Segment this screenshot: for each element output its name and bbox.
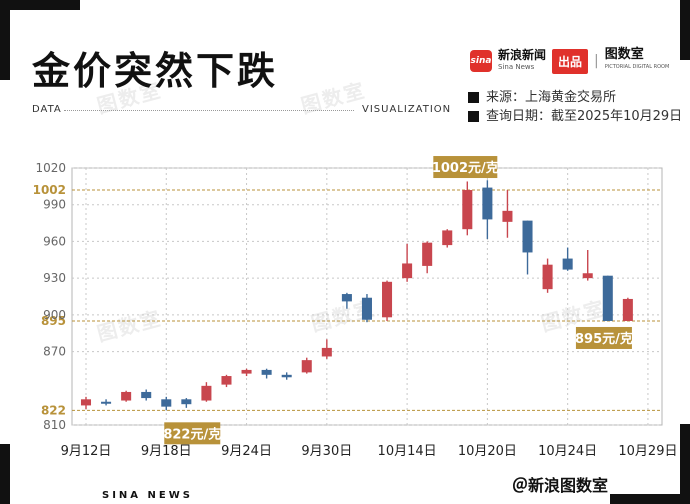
candle-up xyxy=(241,369,252,374)
x-tick-label: 10月29日 xyxy=(618,444,677,459)
divider xyxy=(64,110,354,111)
footer-handle: ＠新浪图数室 xyxy=(512,476,609,495)
candle-down xyxy=(482,187,493,220)
candle-down xyxy=(101,401,112,404)
candle-down xyxy=(141,391,152,399)
corner-decoration xyxy=(680,0,690,60)
brand-subtitle: Sina News xyxy=(498,63,535,71)
x-tick-label: 9月30日 xyxy=(301,444,352,459)
price-callout-label: 895元/克 xyxy=(575,331,633,347)
candle-up xyxy=(121,391,132,401)
price-callout-box xyxy=(575,326,632,349)
visualization-label: VISUALIZATION xyxy=(362,104,452,115)
y-tick-label: 990 xyxy=(43,198,66,212)
meta-info: 来源：上海黄金交易所 查询日期：截至2025年10月29日 xyxy=(468,88,683,126)
candle-up xyxy=(422,242,433,266)
brand-room-subtitle: PICTORIAL DIGITAL ROOM xyxy=(604,64,670,70)
candle-up xyxy=(301,360,312,373)
candle-down xyxy=(602,275,613,321)
price-callout-label: 822元/克 xyxy=(163,426,221,442)
y-tick-label: 810 xyxy=(43,418,66,432)
candle-down xyxy=(281,374,292,378)
candle-down xyxy=(361,297,372,320)
candle-down xyxy=(161,399,172,407)
candle-up xyxy=(321,347,332,357)
price-callout-label: 1002元/克 xyxy=(432,160,499,176)
footer-brand: SINA NEWS xyxy=(102,490,193,501)
candle-up xyxy=(582,273,593,279)
brand-room-text: 图数室 xyxy=(604,47,644,62)
corner-decoration xyxy=(0,0,10,80)
candle-up xyxy=(221,376,232,385)
corner-decoration xyxy=(680,424,690,504)
brand-room: 图数室 PICTORIAL DIGITAL ROOM xyxy=(605,48,670,74)
candle-up xyxy=(80,399,92,406)
candle-up xyxy=(382,281,393,318)
candle-down xyxy=(261,369,272,375)
candle-up xyxy=(502,210,513,222)
y-tick-label: 960 xyxy=(43,234,66,248)
candle-down xyxy=(522,220,533,253)
candle-up xyxy=(542,264,553,290)
x-tick-label: 9月12日 xyxy=(61,444,112,459)
sina-logo-icon: sina xyxy=(470,50,492,72)
y-tick-label: 895 xyxy=(41,314,66,328)
candle-down xyxy=(341,294,352,302)
price-callout-box xyxy=(433,156,498,179)
brand-name: 新浪新闻 Sina News xyxy=(498,49,546,73)
x-tick-label: 10月24日 xyxy=(538,444,597,459)
y-tick-label: 822 xyxy=(41,403,66,417)
y-tick-label: 870 xyxy=(43,345,66,359)
x-tick-label: 9月24日 xyxy=(221,444,272,459)
price-callout-box xyxy=(164,422,221,445)
corner-decoration xyxy=(0,444,10,504)
corner-decoration xyxy=(0,0,80,10)
x-tick-label: 9月18日 xyxy=(141,444,192,459)
x-tick-label: 10月20日 xyxy=(458,444,517,459)
candle-up xyxy=(622,298,633,321)
candle-down xyxy=(181,399,192,405)
y-tick-label: 1020 xyxy=(35,161,66,175)
brand-bar: sina 新浪新闻 Sina News 出品 | 图数室 PICTORIAL D… xyxy=(470,48,669,74)
data-label: DATA xyxy=(32,104,62,115)
x-tick-label: 10月14日 xyxy=(378,444,437,459)
brand-separator: | xyxy=(594,53,599,69)
source-note: 来源：上海黄金交易所 xyxy=(468,88,683,107)
date-note: 查询日期：截至2025年10月29日 xyxy=(468,107,683,126)
y-tick-label: 900 xyxy=(43,308,66,322)
y-tick-label: 1002 xyxy=(33,183,66,197)
candle-up xyxy=(462,190,473,230)
brand-pin-badge: 出品 xyxy=(552,48,589,74)
corner-decoration xyxy=(610,494,690,504)
candle-down xyxy=(562,258,573,270)
brand-name-text: 新浪新闻 xyxy=(498,48,547,62)
candle-up xyxy=(402,263,413,279)
candle-up xyxy=(201,385,212,401)
page-title: 金价突然下跌 xyxy=(32,49,279,93)
candle-up xyxy=(442,230,453,246)
y-tick-label: 930 xyxy=(43,271,66,285)
